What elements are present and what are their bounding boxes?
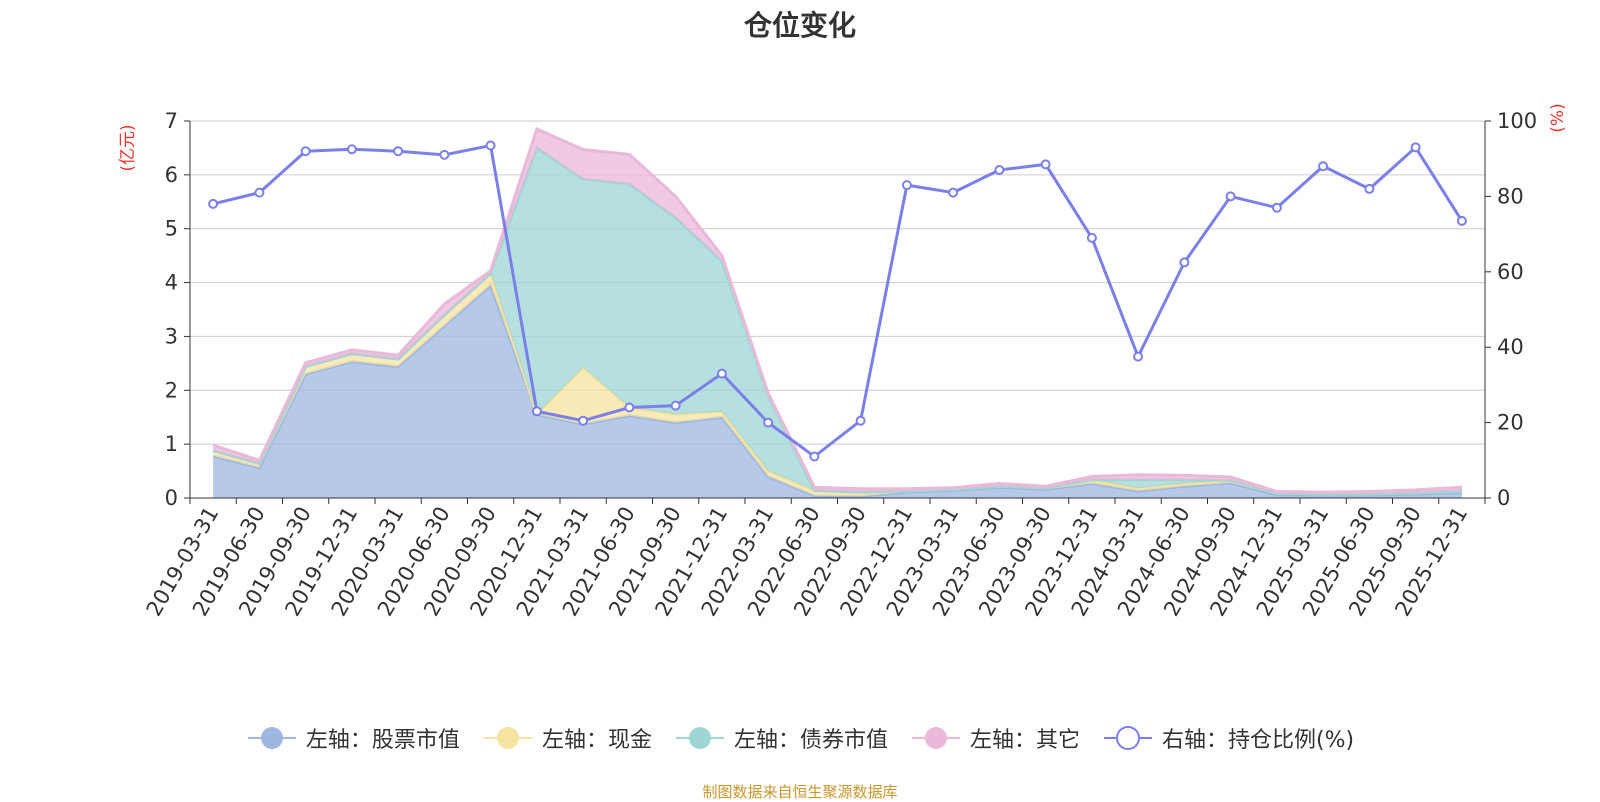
legend-item-0[interactable]: 左轴：股票市值 bbox=[246, 722, 460, 754]
left-tick-label: 2 bbox=[165, 378, 178, 402]
legend-item-2[interactable]: 左轴：债券市值 bbox=[674, 722, 888, 754]
legend-symbol bbox=[1103, 726, 1152, 750]
ratio-point bbox=[624, 402, 635, 413]
right-tick-label: 100 bbox=[1497, 109, 1537, 133]
ratio-point bbox=[1410, 142, 1421, 153]
ratio-point bbox=[763, 417, 774, 428]
legend-symbol bbox=[247, 727, 296, 749]
ratio-line-path bbox=[212, 143, 1464, 459]
legend-label: 左轴：债券市值 bbox=[733, 728, 888, 753]
ratio-point bbox=[809, 451, 820, 462]
legend-label: 左轴：股票市值 bbox=[305, 728, 460, 753]
right-tick-label: 60 bbox=[1497, 260, 1524, 284]
left-axis-title: (亿元) bbox=[118, 124, 138, 171]
right-tick-label: 20 bbox=[1497, 411, 1524, 435]
right-axis-title: (%) bbox=[1548, 103, 1568, 132]
legend-symbol bbox=[483, 727, 532, 749]
ratio-point bbox=[855, 415, 866, 426]
ratio-point bbox=[346, 144, 357, 155]
legend: 左轴：股票市值 左轴：现金 左轴：债券市值 左轴：其它 右轴：持仓比例(%) bbox=[0, 722, 1600, 754]
ratio-point bbox=[901, 180, 912, 191]
left-tick-label: 7 bbox=[165, 109, 178, 133]
ratio-point bbox=[1456, 215, 1467, 226]
ratio-point bbox=[208, 198, 219, 209]
ratio-point bbox=[393, 146, 404, 157]
legend-label: 左轴：其它 bbox=[969, 728, 1080, 753]
ratio-point bbox=[485, 140, 496, 151]
ratio-point bbox=[300, 146, 311, 157]
ratio-point bbox=[670, 400, 681, 411]
legend-symbol bbox=[675, 727, 724, 749]
area-0 bbox=[213, 285, 1462, 498]
left-tick-label: 1 bbox=[165, 432, 178, 456]
legend-label: 右轴：持仓比例(%) bbox=[1161, 728, 1355, 753]
legend-item-4[interactable]: 右轴：持仓比例(%) bbox=[1102, 722, 1354, 754]
ratio-point bbox=[1133, 351, 1144, 362]
right-tick-label: 80 bbox=[1497, 184, 1524, 208]
ratio-point bbox=[1225, 191, 1236, 202]
left-tick-label: 5 bbox=[165, 217, 178, 241]
ratio-point bbox=[994, 165, 1005, 175]
stacked-areas bbox=[212, 127, 1462, 498]
ratio-point bbox=[1271, 202, 1282, 213]
legend-item-1[interactable]: 左轴：现金 bbox=[482, 722, 652, 754]
ratio-point bbox=[439, 149, 450, 160]
axis-titles: (亿元) (%) bbox=[118, 103, 1568, 171]
ratio-point bbox=[1179, 257, 1190, 268]
ratio-point bbox=[531, 406, 542, 417]
left-tick-label: 4 bbox=[165, 271, 178, 295]
area-2 bbox=[213, 147, 1462, 494]
legend-label: 左轴：现金 bbox=[541, 728, 652, 753]
ratio-point bbox=[1318, 161, 1329, 172]
area-edge-3 bbox=[212, 127, 1462, 494]
left-tick-label: 3 bbox=[165, 324, 178, 348]
right-tick-label: 40 bbox=[1497, 335, 1524, 359]
legend-symbol bbox=[911, 727, 960, 749]
ratio-point bbox=[578, 415, 589, 426]
right-tick-label: 0 bbox=[1497, 486, 1510, 510]
ratio-point bbox=[716, 368, 727, 379]
left-tick-label: 6 bbox=[165, 163, 178, 187]
source-note: 制图数据来自恒生聚源数据库 bbox=[702, 783, 898, 801]
ratio-point bbox=[1086, 232, 1097, 243]
ratio-point bbox=[948, 187, 959, 198]
legend-item-3[interactable]: 左轴：其它 bbox=[910, 722, 1080, 754]
left-tick-label: 0 bbox=[165, 486, 178, 510]
ratio-point bbox=[1364, 183, 1375, 194]
ratio-line bbox=[208, 140, 1467, 462]
chart-title: 仓位变化 bbox=[743, 9, 856, 42]
ratio-point bbox=[254, 187, 265, 198]
ratio-point bbox=[1040, 159, 1051, 170]
